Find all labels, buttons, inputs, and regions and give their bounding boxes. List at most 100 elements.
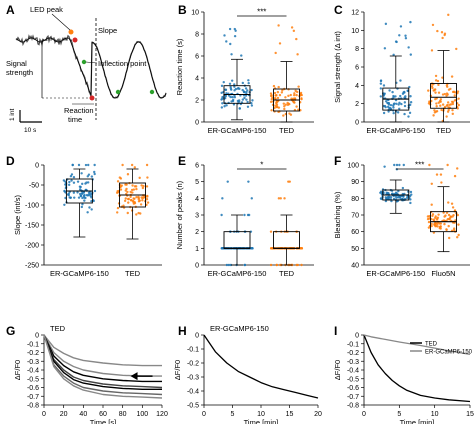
y-tick-label: 4 [355,83,359,90]
panel-e: E 0 1 2 3 4 5 6 Number of peaks (n) ER-GCaMP6-150… [175,154,314,278]
data-point [229,42,232,46]
data-point [145,163,149,167]
led-peak-marker [68,29,74,35]
x-axis-label: Time [min] [244,418,279,424]
data-point [384,22,388,26]
data-point [451,101,455,104]
data-point [283,107,286,111]
data-point [427,220,431,224]
data-point [241,81,245,85]
data-point [383,165,386,168]
data-point [292,93,296,97]
data-point [292,29,296,33]
data-point [438,225,442,229]
data-point [142,184,145,188]
data-point [246,105,250,108]
data-point [430,203,433,206]
data-point [145,197,149,201]
data-point [403,112,406,116]
box [223,231,251,249]
data-point [446,110,450,113]
data-point [391,192,394,195]
y-tick-label: 1 [195,246,199,253]
data-point [289,93,292,97]
data-point [68,180,71,184]
data-point [222,80,225,84]
y-tick-label: -0.7 [347,394,359,401]
y-axis-label: Reaction time (s) [175,38,184,95]
scalebar-y-label: 1 int [9,109,16,121]
data-point [399,79,402,82]
data-point [392,96,395,99]
y-tick-label: 80 [351,196,359,203]
data-point [456,236,459,239]
y-tick-label: -0.3 [27,359,39,366]
data-point [386,191,389,195]
data-point [399,94,402,98]
data-point [86,211,89,214]
data-point [406,89,409,92]
data-point [231,96,234,99]
data-point [446,93,449,96]
y-tick-label: 0 [35,333,39,340]
data-point [383,47,387,50]
data-point [67,192,71,195]
data-point [238,87,241,91]
data-point [76,180,80,183]
data-point [133,185,137,188]
data-point [129,198,133,202]
y-tick-label: 2 [195,229,199,236]
category-label: ER-GCaMP6-150 [208,269,267,278]
data-point [77,196,81,199]
data-point [427,226,431,229]
y-tick-label: -0.7 [27,394,39,401]
y-tick-label: 50 [351,246,359,253]
category-label: ER-GCaMP6-150 [208,126,267,135]
data-point [69,196,72,199]
data-point [80,172,83,175]
data-point [135,213,138,216]
data-point [300,97,303,101]
data-point [443,32,447,35]
data-point [250,197,253,200]
data-point [279,197,282,200]
category-label: TED [125,269,141,278]
y-axis-label: Number of peaks (n) [175,180,184,249]
data-point [409,201,412,205]
x-tick-label: 0 [202,411,206,418]
data-point [72,191,76,194]
data-point [297,85,300,88]
data-point [446,85,449,88]
data-point [447,224,450,228]
led-peak-pointer [51,13,71,31]
data-point [405,196,409,200]
data-point [432,114,435,117]
data-point [228,82,232,85]
data-point [87,163,90,167]
y-tick-label: 100 [347,163,359,170]
inflection-marker-3 [149,89,155,95]
y-tick-label: 0 [195,120,199,127]
y-tick-label: 0 [195,333,199,340]
series-line [203,334,319,399]
data-point [402,163,405,167]
data-point [145,185,149,188]
data-point [296,53,299,56]
data-point [457,223,460,226]
data-point [139,212,142,215]
data-point [388,89,391,92]
data-point [435,105,438,108]
data-point [137,196,140,200]
data-point [386,101,389,105]
x-tick-label: 5 [231,411,235,418]
data-point [449,103,453,106]
data-point [72,175,76,179]
data-point [396,111,400,114]
panel-letter-a: A [6,3,15,17]
data-point [146,195,149,198]
x-tick-label: 20 [314,411,322,418]
data-point [447,213,451,217]
series-line [363,334,471,355]
y-axis-label: ΔF/F0 [13,360,22,380]
data-point [407,115,410,118]
